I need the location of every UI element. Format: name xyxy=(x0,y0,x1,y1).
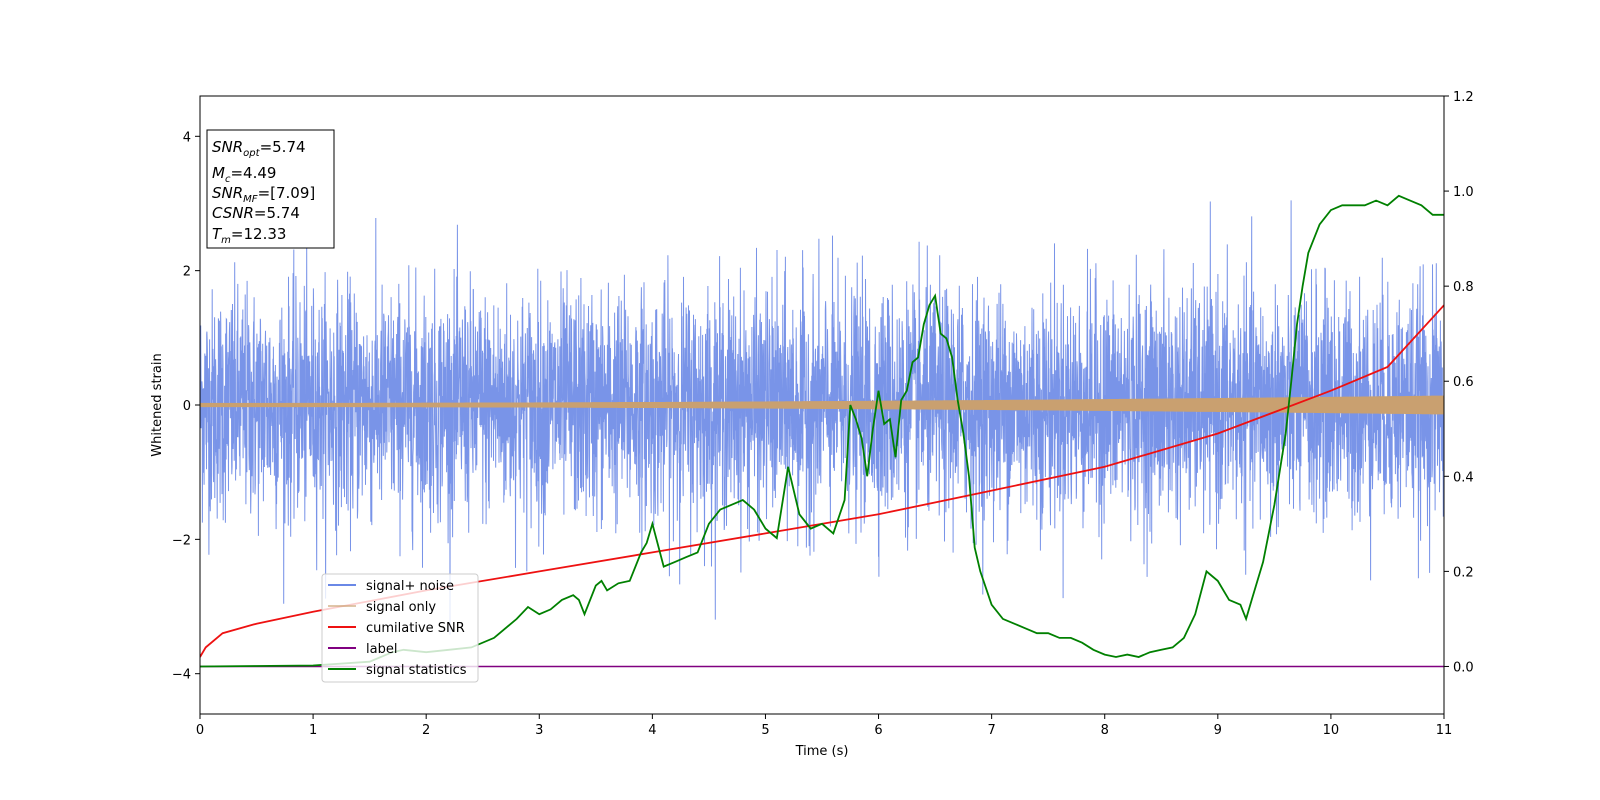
y-right-tick-label: 0.8 xyxy=(1453,280,1474,295)
x-tick-label: 9 xyxy=(1214,723,1222,738)
x-tick-label: 2 xyxy=(422,723,430,738)
annotation-frame xyxy=(206,129,335,249)
x-tick-label: 7 xyxy=(987,723,995,738)
legend-label: signal only xyxy=(366,600,436,615)
y-left-tick-label: −4 xyxy=(172,668,191,683)
x-tick-label: 8 xyxy=(1101,723,1109,738)
annotation-snr-mf: SNRMF=[7.09] xyxy=(212,184,315,205)
y-left-tick-label: 2 xyxy=(183,265,191,280)
legend-label: signal statistics xyxy=(366,663,467,678)
annotation-mc: Mc=4.49 xyxy=(212,164,276,185)
y-left-tick-label: 4 xyxy=(183,130,191,145)
legend-label: label xyxy=(366,642,397,657)
series-cumulative-snr-line xyxy=(200,304,1444,658)
legend-label: signal+ noise xyxy=(366,579,454,594)
x-axis-label: Time (s) xyxy=(795,744,849,759)
y-right-tick-label: 1.2 xyxy=(1453,90,1474,105)
y-right-tick-label: 1.0 xyxy=(1453,185,1474,200)
x-tick-label: 0 xyxy=(196,723,204,738)
legend-label: cumilative SNR xyxy=(366,621,465,636)
y-axis-label: Whitened strain xyxy=(150,353,165,456)
x-tick-label: 10 xyxy=(1323,723,1340,738)
series-signal-only-line xyxy=(200,395,1444,415)
annotation-tm: Tm=12.33 xyxy=(212,225,286,246)
annotation-csnr: CSNR=5.74 xyxy=(212,204,300,222)
legend: signal+ noise signal only cumilative SNR la… xyxy=(321,573,479,683)
y-axis-left: −4 −2 0 2 4 xyxy=(172,130,200,683)
y-right-tick-label: 0.2 xyxy=(1453,565,1474,580)
legend-frame xyxy=(321,573,479,683)
x-axis: 0 1 2 3 4 5 6 7 8 9 10 11 xyxy=(196,714,1452,738)
annotation-box: SNRopt=5.74 Mc=4.49 SNRMF=[7.09] CSNR=5.… xyxy=(206,129,335,249)
x-tick-label: 3 xyxy=(535,723,543,738)
y-right-tick-label: 0.0 xyxy=(1453,660,1474,675)
series-signal-statistics-line xyxy=(200,194,1444,668)
y-left-tick-label: −2 xyxy=(172,533,191,548)
y-right-tick-label: 0.4 xyxy=(1453,470,1474,485)
x-tick-label: 1 xyxy=(309,723,317,738)
x-tick-label: 5 xyxy=(761,723,769,738)
y-right-tick-label: 0.6 xyxy=(1453,375,1474,390)
annotation-snr-opt: SNRopt=5.74 xyxy=(212,138,306,159)
x-tick-label: 6 xyxy=(874,723,882,738)
y-axis-right: 0.0 0.2 0.4 0.6 0.8 1.0 1.2 xyxy=(1444,90,1474,675)
x-tick-label: 4 xyxy=(648,723,656,738)
x-tick-label: 11 xyxy=(1436,723,1453,738)
y-left-tick-label: 0 xyxy=(183,399,191,414)
